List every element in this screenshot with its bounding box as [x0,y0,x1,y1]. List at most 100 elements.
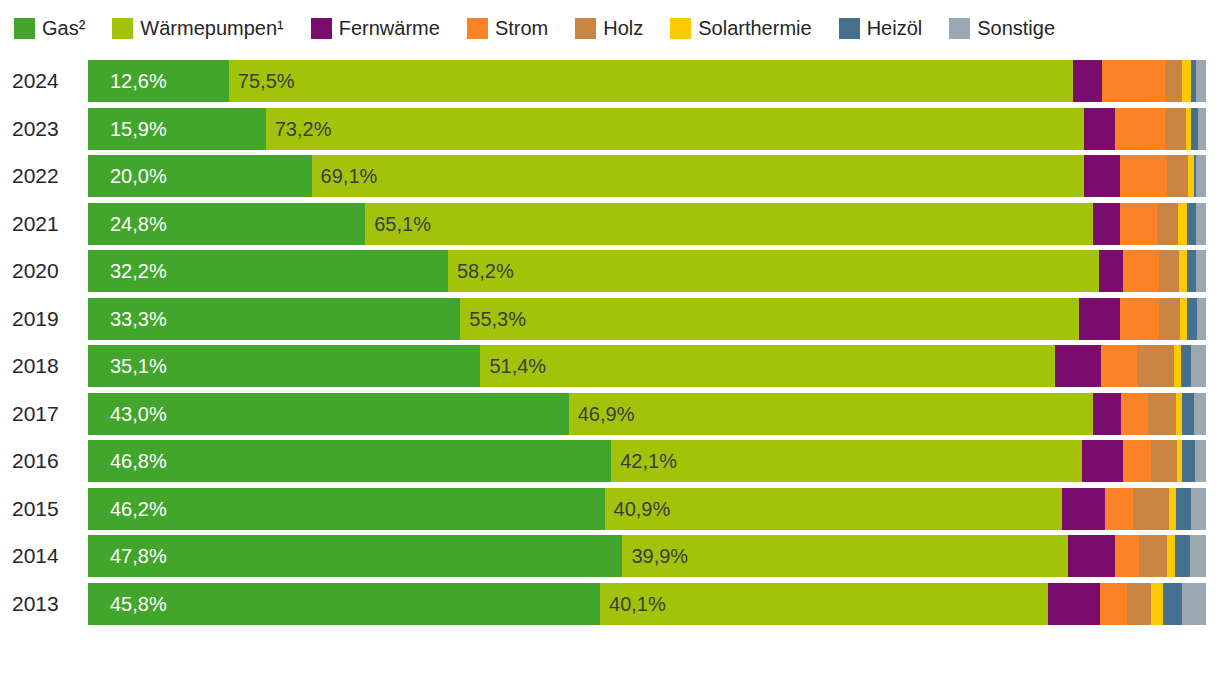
gas-value-label-2020: 32,2% [88,250,448,292]
bar-segment-holz-2018 [1137,345,1174,387]
legend-item-holz: Holz [575,16,643,40]
bar-segment-holz-2014 [1139,535,1167,577]
bar-segment-waermepumpen-2022: 69,1% [312,155,1085,197]
bar-row-2018: 201835,1%51,4% [0,345,1220,387]
legend-item-heizoel: Heizöl [839,16,923,40]
bar-segment-heizoel-2021 [1187,203,1196,245]
stacked-bar-2021: 24,8%65,1% [88,203,1206,245]
waermepumpen-value-label-2013: 40,1% [600,583,1048,625]
year-label-2021: 2021 [0,203,88,245]
legend-label-solarthermie: Solarthermie [698,16,811,40]
bar-segment-solarthermie-2021 [1178,203,1187,245]
bar-segment-waermepumpen-2014: 39,9% [622,535,1068,577]
waermepumpen-value-label-2014: 39,9% [622,535,1068,577]
legend-swatch-strom [467,18,488,39]
bar-segment-holz-2023 [1165,108,1186,150]
year-label-2015: 2015 [0,488,88,530]
year-label-2013: 2013 [0,583,88,625]
bar-row-2020: 202032,2%58,2% [0,250,1220,292]
bar-segment-fernwaerme-2023 [1084,108,1115,150]
legend-label-gas: Gas² [42,16,85,40]
gas-value-label-2024: 12,6% [88,60,229,102]
legend-label-fernwaerme: Fernwärme [339,16,440,40]
bar-segment-gas-2019: 33,3% [88,298,460,340]
stacked-bar-2022: 20,0%69,1% [88,155,1206,197]
year-label-2019: 2019 [0,298,88,340]
bar-segment-waermepumpen-2023: 73,2% [266,108,1084,150]
bar-row-2013: 201345,8%40,1% [0,583,1220,625]
legend-swatch-waermepumpen [112,18,133,39]
bar-segment-strom-2024 [1102,60,1165,102]
bar-segment-fernwaerme-2021 [1093,203,1120,245]
bar-segment-fernwaerme-2014 [1068,535,1115,577]
bar-segment-sonstige-2018 [1191,345,1206,387]
bar-segment-strom-2023 [1115,108,1164,150]
bar-segment-waermepumpen-2017: 46,9% [569,393,1093,435]
bar-segment-heizoel-2023 [1191,108,1198,150]
legend-swatch-holz [575,18,596,39]
legend-item-fernwaerme: Fernwärme [311,16,440,40]
bar-segment-fernwaerme-2020 [1099,250,1124,292]
gas-value-label-2014: 47,8% [88,535,622,577]
bar-segment-sonstige-2022 [1196,155,1206,197]
legend-item-gas: Gas² [14,16,85,40]
bar-segment-strom-2017 [1121,393,1148,435]
bar-segment-gas-2021: 24,8% [88,203,365,245]
waermepumpen-value-label-2019: 55,3% [460,298,1078,340]
legend-item-sonstige: Sonstige [949,16,1055,40]
bar-segment-sonstige-2017 [1194,393,1206,435]
bar-segment-holz-2017 [1148,393,1176,435]
bar-segment-fernwaerme-2019 [1079,298,1120,340]
bar-segment-strom-2018 [1101,345,1137,387]
waermepumpen-value-label-2024: 75,5% [229,60,1073,102]
bar-segment-strom-2020 [1123,250,1159,292]
bar-segment-heizoel-2020 [1187,250,1196,292]
bar-segment-waermepumpen-2018: 51,4% [480,345,1055,387]
bar-segment-sonstige-2020 [1196,250,1206,292]
bar-segment-holz-2024 [1165,60,1183,102]
bar-segment-solarthermie-2017 [1176,393,1183,435]
stacked-bar-2017: 43,0%46,9% [88,393,1206,435]
bar-segment-strom-2015 [1105,488,1133,530]
bar-segment-sonstige-2024 [1196,60,1206,102]
bar-segment-fernwaerme-2013 [1048,583,1099,625]
year-label-2020: 2020 [0,250,88,292]
bar-segment-sonstige-2016 [1195,440,1206,482]
gas-value-label-2013: 45,8% [88,583,600,625]
waermepumpen-value-label-2023: 73,2% [266,108,1084,150]
bar-segment-solarthermie-2024 [1182,60,1191,102]
bar-segment-heizoel-2015 [1176,488,1192,530]
legend-item-strom: Strom [467,16,548,40]
stacked-bar-2013: 45,8%40,1% [88,583,1206,625]
bar-segment-heizoel-2016 [1182,440,1194,482]
waermepumpen-value-label-2020: 58,2% [448,250,1099,292]
gas-value-label-2017: 43,0% [88,393,569,435]
bar-segment-fernwaerme-2017 [1093,393,1121,435]
gas-value-label-2023: 15,9% [88,108,266,150]
waermepumpen-value-label-2017: 46,9% [569,393,1093,435]
bar-segment-gas-2014: 47,8% [88,535,622,577]
stacked-bar-2018: 35,1%51,4% [88,345,1206,387]
stacked-bar-2014: 47,8%39,9% [88,535,1206,577]
stacked-bar-2023: 15,9%73,2% [88,108,1206,150]
bar-segment-solarthermie-2019 [1180,298,1187,340]
waermepumpen-value-label-2016: 42,1% [611,440,1082,482]
bar-row-2016: 201646,8%42,1% [0,440,1220,482]
bar-row-2023: 202315,9%73,2% [0,108,1220,150]
bar-segment-gas-2024: 12,6% [88,60,229,102]
year-label-2024: 2024 [0,60,88,102]
legend-label-strom: Strom [495,16,548,40]
bar-segment-fernwaerme-2024 [1073,60,1102,102]
bar-segment-holz-2016 [1151,440,1177,482]
gas-value-label-2018: 35,1% [88,345,480,387]
bar-segment-waermepumpen-2021: 65,1% [365,203,1093,245]
legend-swatch-gas [14,18,35,39]
bar-segment-sonstige-2015 [1191,488,1206,530]
bar-segment-sonstige-2019 [1197,298,1206,340]
stacked-bar-2024: 12,6%75,5% [88,60,1206,102]
gas-value-label-2021: 24,8% [88,203,365,245]
bar-segment-sonstige-2023 [1198,108,1206,150]
stacked-bar-chart: 202412,6%75,5%202315,9%73,2%202220,0%69,… [0,60,1220,625]
bar-segment-gas-2018: 35,1% [88,345,480,387]
bar-segment-strom-2021 [1120,203,1157,245]
